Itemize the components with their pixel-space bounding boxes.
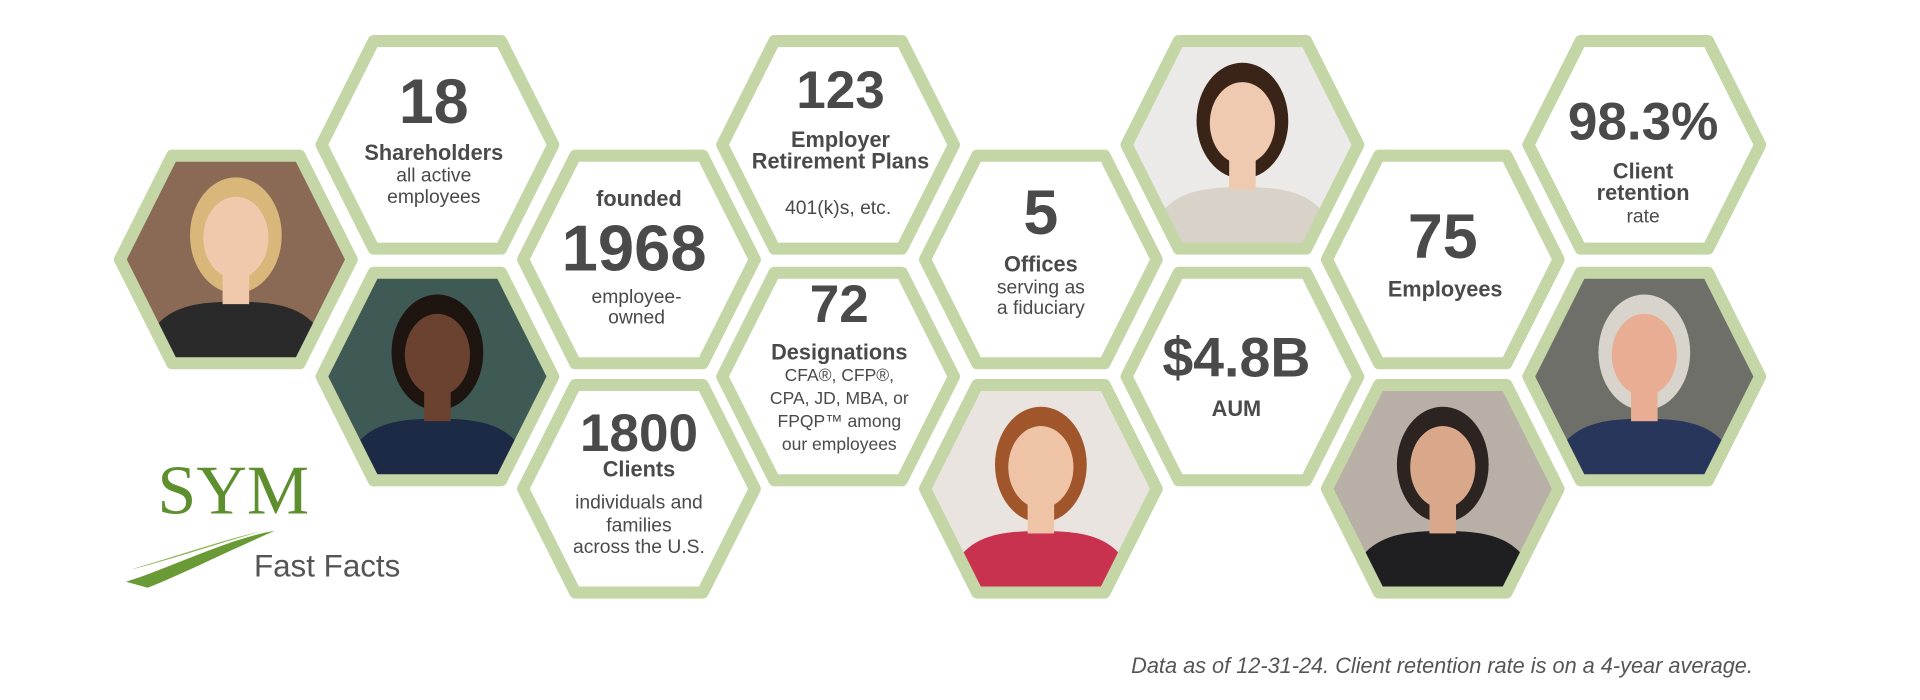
- fact-label: Shareholders: [364, 140, 503, 165]
- photo-body: [1346, 531, 1540, 588]
- fact-label: Offices: [1004, 251, 1078, 276]
- fact-clients: 1800 Clients individuals and families ac…: [573, 404, 705, 558]
- fact-detail: individuals and: [575, 492, 703, 513]
- fact-detail: CFA®, CFP®,: [785, 365, 894, 385]
- logo-tagline: Fast Facts: [254, 549, 400, 584]
- fact-hexagon: [1120, 266, 1365, 487]
- photo-frame: [918, 378, 1163, 599]
- fact-detail: employees: [387, 187, 480, 208]
- fact-number: 5: [1023, 178, 1058, 248]
- fact-label: Designations: [771, 339, 907, 364]
- logo-swoosh: [130, 531, 263, 570]
- fact-label: Clients: [603, 456, 675, 481]
- photo-face: [203, 196, 269, 279]
- fact-detail: FPQP™ among: [778, 411, 902, 431]
- fact-detail: our employees: [782, 434, 897, 454]
- fact-label: Client: [1613, 158, 1673, 183]
- photo-body: [139, 301, 333, 359]
- fact-retirement-plans: 123 Employer Retirement Plans 401(k)s, e…: [752, 61, 929, 219]
- fact-detail: a fiduciary: [997, 298, 1085, 319]
- fact-hexagon: [716, 266, 960, 487]
- fact-number: 75: [1408, 202, 1478, 272]
- fact-hexagon: [918, 149, 1163, 370]
- fact-hexagon: [716, 35, 960, 255]
- fact-shareholders: 18 Shareholders all active employees: [364, 67, 503, 208]
- fact-hexagon: [1320, 149, 1565, 370]
- logo: SYM Fast Facts: [126, 452, 400, 588]
- fact-detail: rate: [1626, 206, 1659, 227]
- fact-label: AUM: [1212, 396, 1261, 421]
- fact-detail: employee-: [591, 287, 681, 308]
- fact-detail: all active: [396, 165, 471, 186]
- photo-body: [944, 531, 1138, 588]
- fact-label: Employees: [1388, 277, 1503, 302]
- photo-body: [1145, 187, 1339, 244]
- photo-frame: [1522, 266, 1767, 487]
- fact-label: Retirement Plans: [752, 149, 929, 174]
- photo-frame: [113, 149, 358, 370]
- fact-offices: 5 Offices serving as a fiduciary: [997, 178, 1085, 319]
- fact-number: $4.8B: [1162, 327, 1310, 389]
- fact-designations: 72 Designations CFA®, CFP®, CPA, JD, MBA…: [770, 275, 909, 454]
- photo: [1131, 45, 1354, 244]
- fact-number: 98.3%: [1568, 93, 1719, 152]
- photo-body: [1547, 418, 1741, 476]
- photo-face: [1008, 426, 1074, 509]
- logo-name: SYM: [157, 452, 309, 529]
- fact-detail: across the U.S.: [573, 537, 705, 558]
- fact-detail: CPA, JD, MBA, or: [770, 388, 909, 408]
- fact-label: retention: [1597, 180, 1690, 205]
- fact-hexagon: [315, 35, 560, 255]
- fact-detail: 401(k)s, etc.: [785, 198, 891, 219]
- photo-frame: [315, 266, 560, 487]
- fact-aum: $4.8B AUM: [1162, 327, 1310, 421]
- photo: [326, 277, 549, 476]
- photo: [1533, 277, 1756, 476]
- fact-employees: 75 Employees: [1388, 202, 1503, 302]
- photo-face: [1410, 426, 1476, 509]
- fact-hexagon: [517, 378, 761, 599]
- fact-label: Employer: [791, 127, 891, 152]
- fact-intro: founded: [596, 186, 682, 211]
- photo-frame: [1120, 35, 1365, 255]
- fact-hexagon: [517, 149, 761, 370]
- photo: [929, 389, 1152, 588]
- photo-face: [1209, 82, 1275, 165]
- photo-face: [404, 313, 470, 396]
- footnote: Data as of 12-31-24. Client retention ra…: [1131, 653, 1753, 678]
- fact-number: 72: [810, 275, 869, 334]
- hex-layer: [113, 35, 1767, 599]
- photo: [124, 160, 347, 359]
- fact-number: 123: [796, 61, 885, 120]
- photo: [1331, 389, 1554, 588]
- photo-face: [1611, 313, 1677, 396]
- fact-founded: founded 1968 employee- owned: [562, 186, 707, 329]
- fact-number: 1800: [580, 404, 698, 463]
- fact-detail: serving as: [997, 278, 1085, 299]
- logo-swoosh: [126, 531, 275, 588]
- fact-detail: families: [606, 515, 671, 536]
- fact-detail: owned: [608, 308, 665, 329]
- fact-number: 18: [399, 67, 469, 137]
- fact-retention: 98.3% Client retention rate: [1568, 93, 1719, 228]
- fact-hexagon: [1522, 35, 1767, 255]
- photo-body: [340, 418, 534, 476]
- photo-frame: [1320, 378, 1565, 599]
- fact-number: 1968: [562, 212, 707, 285]
